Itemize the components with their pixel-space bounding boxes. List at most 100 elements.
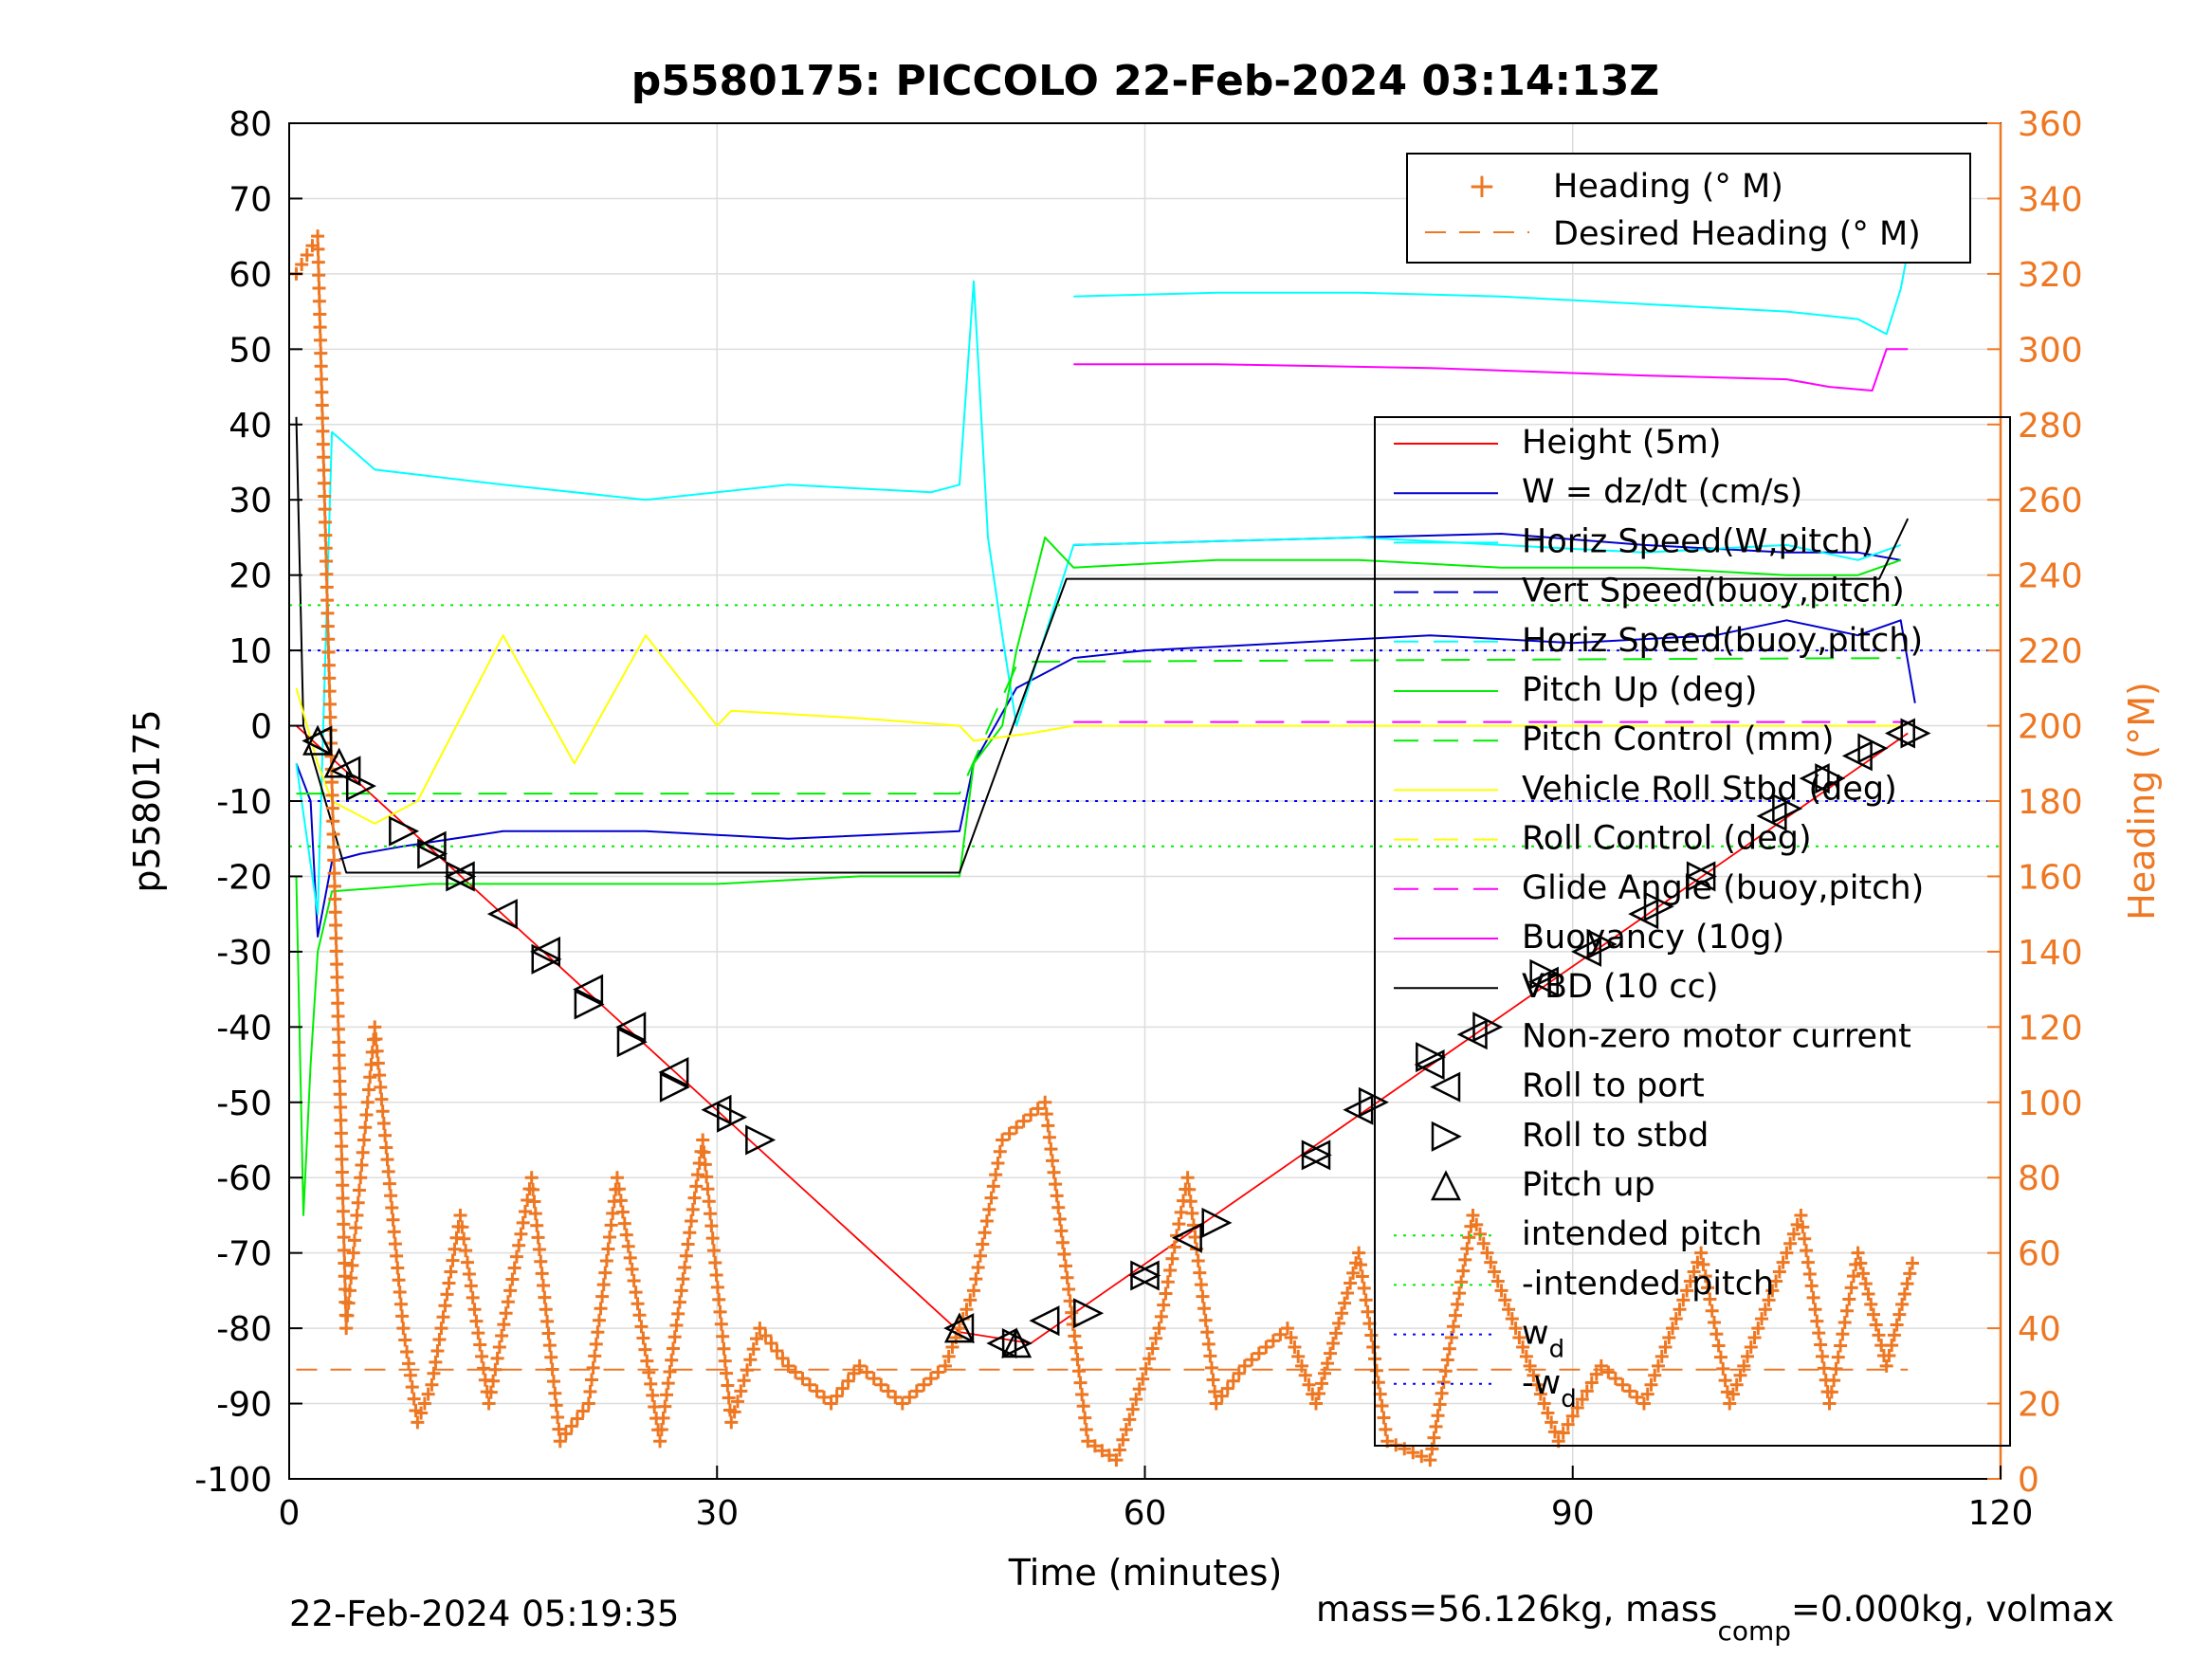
- series-roll-to-stbd-marker: [1001, 1327, 1033, 1359]
- series-heading-m-marker: [1480, 1246, 1494, 1260]
- series-heading-m-marker: [594, 1302, 608, 1316]
- series-roll-to-stbd-marker: [1643, 891, 1674, 922]
- series-heading-m-marker: [350, 1208, 364, 1222]
- series-heading-m-marker: [336, 1191, 350, 1205]
- series-heading-m-marker: [591, 1325, 605, 1340]
- series-heading-m-marker: [364, 1058, 378, 1072]
- series-heading-m-marker: [636, 1331, 650, 1345]
- series-heading-m-marker: [320, 619, 335, 633]
- series-heading-m-marker: [327, 853, 341, 867]
- series-heading-m-marker: [1887, 1328, 1901, 1342]
- series-heading-m-marker: [1836, 1327, 1850, 1341]
- series-heading-m-marker: [1167, 1240, 1181, 1254]
- series-heading-m-marker: [623, 1250, 637, 1265]
- series-heading-m-marker: [1786, 1227, 1801, 1241]
- series-roll-to-stbd-marker: [1416, 1042, 1447, 1073]
- series-heading-m-marker: [724, 1415, 739, 1430]
- series-heading-m-marker: [1309, 1396, 1323, 1411]
- series-heading-m-marker: [1163, 1264, 1178, 1277]
- series-heading-m-marker: [1109, 1453, 1124, 1468]
- series-heading-m-marker: [1575, 1393, 1589, 1407]
- series-roll-to-port-marker: [658, 1056, 689, 1088]
- series-heading-m-marker: [328, 905, 342, 920]
- series-heading-m-marker: [319, 541, 333, 556]
- series-heading-m-marker: [1831, 1350, 1845, 1364]
- series-heading-m-marker: [1149, 1331, 1163, 1345]
- series-heading-m-marker: [1890, 1318, 1904, 1332]
- series-roll-to-stbd-marker: [1586, 928, 1618, 959]
- y-right-tick-label: 100: [2018, 1085, 2083, 1123]
- series-heading-m-marker: [316, 437, 330, 451]
- series-heading-m-marker: [514, 1227, 528, 1241]
- series-heading-m-marker: [1081, 1434, 1095, 1449]
- series-heading-m-marker: [1373, 1387, 1387, 1401]
- series-heading-m-marker: [381, 1164, 395, 1178]
- series-heading-m-marker: [830, 1389, 844, 1403]
- series-heading-m-marker: [531, 1231, 545, 1245]
- legend-entry-roll-to-port: Roll to port: [1522, 1067, 1705, 1105]
- x-tick-label: 0: [279, 1494, 301, 1533]
- series-heading-m-marker: [1215, 1389, 1229, 1403]
- series-heading-m-marker: [1024, 1108, 1038, 1122]
- series-heading-m-marker: [709, 1267, 723, 1282]
- series-heading-m-marker: [596, 1278, 611, 1292]
- y-right-tick-label: 340: [2018, 180, 2083, 219]
- y-tick-label: -80: [216, 1310, 272, 1349]
- series-roll-to-stbd-marker: [417, 838, 448, 869]
- series-roll-to-stbd-marker: [1201, 1207, 1233, 1238]
- series-heading-m-marker: [576, 1404, 590, 1418]
- series-heading-m-marker: [1842, 1292, 1856, 1306]
- y-tick-label: -50: [216, 1085, 272, 1123]
- series-heading-m-marker: [1808, 1303, 1822, 1317]
- series-heading-m-marker: [720, 1366, 734, 1380]
- series-heading-m-marker: [330, 983, 344, 997]
- series-heading-m-marker: [776, 1351, 790, 1365]
- series-heading-m-marker: [467, 1303, 482, 1317]
- series-heading-m-marker: [750, 1332, 764, 1346]
- series-heading-m-marker: [1654, 1349, 1669, 1363]
- series-heading-m-marker: [1423, 1453, 1437, 1468]
- legend-desired-heading-label: Desired Heading (° M): [1553, 215, 1921, 253]
- series-heading-m-marker: [1442, 1341, 1456, 1356]
- series-heading-m-marker: [464, 1279, 478, 1293]
- chart-title: p5580175: PICCOLO 22-Feb-2024 03:14:13Z: [631, 57, 1659, 105]
- series-heading-m-marker: [361, 1083, 375, 1097]
- series-heading-m-marker: [881, 1384, 895, 1398]
- series-heading-m-marker: [1680, 1284, 1694, 1298]
- series-heading-m-marker: [311, 229, 325, 244]
- series-heading-m-marker: [320, 567, 334, 581]
- legend-entry-vbd-10-cc: VBD (10 cc): [1522, 968, 1719, 1006]
- series-heading-m-marker: [1762, 1293, 1776, 1307]
- series-heading-m-marker: [516, 1215, 530, 1230]
- series-heading-m-marker: [1226, 1374, 1240, 1388]
- series-heading-m-marker: [1561, 1417, 1575, 1431]
- series-heading-m-marker: [1454, 1275, 1469, 1289]
- series-heading-m-marker: [1273, 1327, 1288, 1341]
- series-heading-m-marker: [671, 1306, 686, 1321]
- series-heading-m-marker: [1456, 1264, 1471, 1278]
- series-heading-m-marker: [1197, 1302, 1212, 1316]
- series-heading-m-marker: [360, 1095, 375, 1109]
- series-heading-m-marker: [1502, 1303, 1516, 1317]
- series-heading-m-marker: [356, 1145, 370, 1159]
- series-heading-m-marker: [603, 1230, 617, 1244]
- series-heading-m-marker: [1119, 1423, 1133, 1437]
- series-heading-m-marker: [1608, 1372, 1622, 1386]
- series-heading-m-marker: [1332, 1316, 1346, 1330]
- series-heading-m-marker: [346, 1246, 360, 1260]
- series-heading-m-marker: [1062, 1283, 1076, 1297]
- series-heading-m-marker: [1589, 1367, 1603, 1381]
- series-heading-m-marker: [319, 528, 333, 542]
- series-heading-m-marker: [683, 1226, 697, 1240]
- series-heading-m-marker: [1630, 1390, 1644, 1404]
- series-heading-m-marker: [1259, 1340, 1273, 1354]
- series-heading-m-marker: [1726, 1387, 1740, 1401]
- series-heading-m-marker: [1673, 1303, 1687, 1317]
- series-heading-m-marker: [369, 1032, 383, 1047]
- series-roll-to-port-marker: [573, 974, 604, 1005]
- series-heading-m-marker: [1315, 1376, 1329, 1391]
- series-heading-m-marker: [923, 1372, 938, 1386]
- series-heading-m-marker: [1079, 1422, 1093, 1436]
- footer-mass-text-2: =0.000kg, volmax: [1791, 1589, 2114, 1630]
